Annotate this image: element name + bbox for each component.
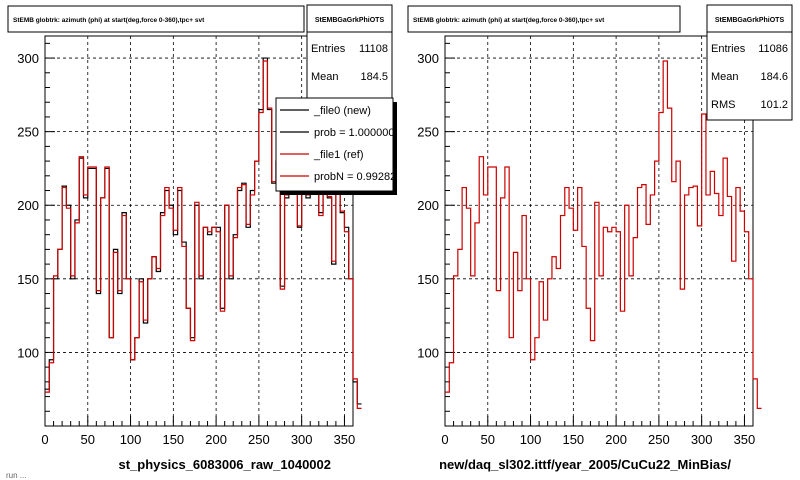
x-tick-label: 100 [120, 432, 142, 447]
x-tick-label: 350 [734, 432, 756, 447]
x-tick-label: 200 [605, 432, 627, 447]
x-tick-label: 350 [334, 432, 356, 447]
chart-panel-2: 0 50 100 150 200 250 300 350 100 150 200 250 300 StEM… [407, 4, 793, 472]
legend-label: prob = 1.000000 [314, 127, 394, 139]
x-tick-label: 300 [291, 432, 313, 447]
y-tick-label: 300 [17, 51, 39, 66]
legend-label: probN = 0.99282 [314, 171, 396, 183]
legend-label: _file0 (new) [313, 105, 371, 117]
stats-value: 11108 [359, 43, 388, 55]
x-tick-label: 0 [441, 432, 448, 447]
stats-value: 184.6 [760, 71, 788, 83]
x-tick-label: 300 [691, 432, 713, 447]
chart-title: StEMB globtrk: azimuth (phi) at start(de… [13, 17, 205, 24]
stats-name: StEMBGaGrkPhiOTS [715, 17, 785, 24]
stats-value: 101.2 [760, 99, 788, 111]
stats-value: 184.5 [360, 71, 388, 83]
y-tick-label: 200 [417, 198, 439, 213]
stats-box [706, 4, 793, 121]
stats-label: RMS [711, 99, 735, 111]
x-axis-label: st_physics_6083006_raw_1040002 [118, 457, 331, 472]
stats-name: StEMBGaGrkPhiOTS [315, 17, 385, 24]
x-tick-label: 250 [248, 432, 270, 447]
x-tick-label: 50 [81, 432, 95, 447]
legend-label: _file1 (ref) [313, 149, 364, 161]
y-tick-label: 300 [417, 51, 439, 66]
legend: _file0 (new) prob = 1.000000 _file1 (ref) p… [275, 97, 397, 195]
histogram-series-1 [445, 60, 762, 409]
x-tick-label: 0 [41, 432, 48, 447]
stats-label: Entries [711, 43, 746, 55]
stats-value: 11086 [758, 43, 788, 55]
chart-panel-1: 0 50 100 150 200 250 300 350 100 150 200 250 300 StEM… [7, 4, 397, 472]
stats-label: Entries [311, 43, 346, 55]
y-tick-label: 250 [417, 125, 439, 140]
x-tick-label: 200 [205, 432, 227, 447]
stats-label: Mean [311, 71, 339, 83]
title-box [7, 5, 305, 33]
y-tick-label: 100 [17, 345, 39, 360]
y-tick-label: 150 [17, 272, 39, 287]
chart-title: StEMB globtrk: azimuth (phi) at start(de… [413, 17, 605, 24]
title-box [407, 5, 681, 33]
x-tick-label: 100 [520, 432, 542, 447]
x-tick-label: 150 [162, 432, 184, 447]
y-tick-label: 150 [417, 272, 439, 287]
y-tick-label: 200 [17, 198, 39, 213]
y-tick-label: 250 [17, 125, 39, 140]
y-tick-label: 100 [417, 345, 439, 360]
x-tick-label: 150 [562, 432, 584, 447]
stats-label: Mean [711, 71, 739, 83]
stats-box [306, 4, 393, 100]
x-axis-label: new/daq_sl302.ittf/year_2005/CuCu22_MinB… [439, 457, 731, 472]
x-tick-label: 250 [648, 432, 670, 447]
x-tick-label: 50 [481, 432, 495, 447]
footer-text: run ... [6, 471, 26, 480]
